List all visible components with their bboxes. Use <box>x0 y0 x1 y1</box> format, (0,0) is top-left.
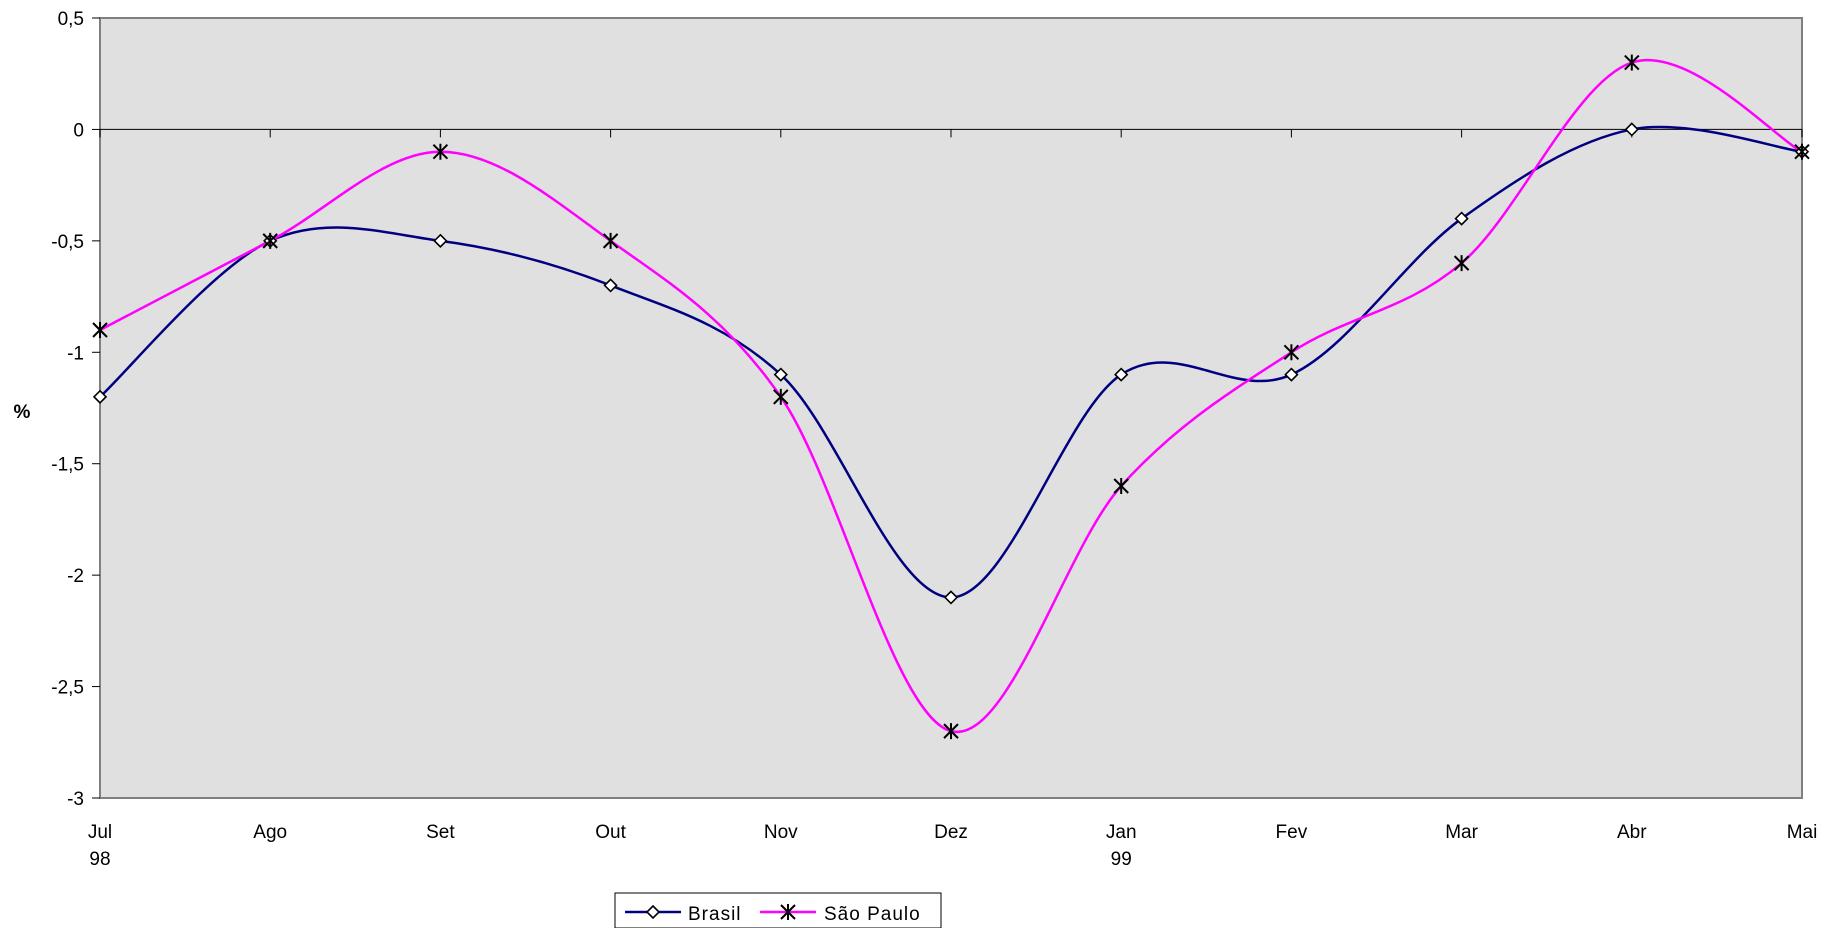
data-point-brasil <box>92 389 108 404</box>
plot-area <box>99 17 1803 799</box>
legend-label-sao-paulo: São Paulo <box>824 904 921 925</box>
data-point-brasil <box>603 278 618 293</box>
y-tick-label: 0 <box>73 120 84 141</box>
data-point-sao-paulo <box>773 388 789 405</box>
legend-box <box>614 892 942 928</box>
legend: Brasil São Paulo <box>614 892 942 928</box>
data-point-sao-paulo <box>602 232 619 249</box>
data-point-sao-paulo <box>1453 255 1470 272</box>
x-tick-label: Ago <box>253 822 287 843</box>
data-point-brasil <box>1454 211 1469 226</box>
x-tick-label: Out <box>595 822 626 843</box>
x-tick-label: Jul <box>88 822 112 843</box>
legend-label-brasil: Brasil <box>688 904 742 925</box>
data-point-sao-paulo <box>92 322 108 338</box>
x-tick-label: Nov <box>764 822 798 843</box>
y-axis-label: % <box>14 402 31 423</box>
data-point-brasil <box>1114 367 1129 382</box>
data-point-sao-paulo <box>1113 478 1129 494</box>
data-point-sao-paulo <box>262 232 278 249</box>
x-tick-label: Dez <box>934 822 968 843</box>
y-tick-label: -1 <box>67 343 84 364</box>
x-tick-label: Fev <box>1276 822 1308 843</box>
y-tick-label: -3 <box>67 789 84 810</box>
data-point-brasil <box>1624 122 1639 137</box>
data-point-sao-paulo <box>1283 344 1300 361</box>
data-point-sao-paulo <box>432 143 449 160</box>
data-point-brasil <box>433 233 448 248</box>
x-tick-label: Jan <box>1106 822 1137 843</box>
y-tick-label: -0,5 <box>51 232 84 253</box>
x-tick-label: Set <box>426 822 455 843</box>
x-tick-label: Abr <box>1617 822 1647 843</box>
legend-marker-sao-paulo <box>780 904 796 920</box>
data-point-brasil <box>773 367 788 382</box>
x-tick-label: Mar <box>1445 822 1478 843</box>
data-point-sao-paulo <box>1794 143 1810 160</box>
x-tick-label: Mai <box>1787 822 1818 843</box>
y-tick-label: 0,5 <box>58 9 84 30</box>
y-tick-label: -1,5 <box>51 455 84 476</box>
data-point-sao-paulo <box>943 723 959 740</box>
y-tick-label: -2 <box>67 566 84 587</box>
y-tick-label: -2,5 <box>51 678 84 699</box>
data-point-sao-paulo <box>1624 54 1640 71</box>
x-tick-sublabel: 99 <box>1111 849 1132 870</box>
data-point-brasil <box>943 590 959 605</box>
legend-marker-brasil <box>645 904 661 920</box>
x-tick-sublabel: 98 <box>89 849 110 870</box>
data-point-brasil <box>1284 367 1299 382</box>
series-layer <box>92 54 1810 740</box>
